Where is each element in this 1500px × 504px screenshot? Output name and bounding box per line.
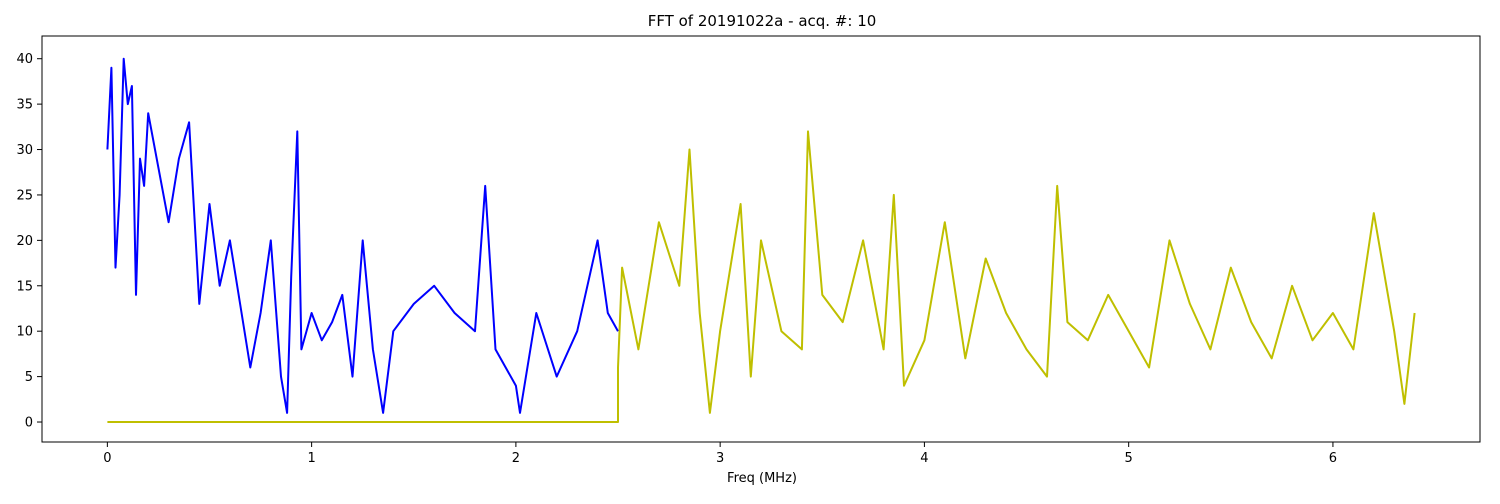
y-tick-label: 10 [16, 325, 33, 340]
x-tick-label: 5 [1125, 451, 1133, 466]
x-tick-label: 4 [920, 451, 928, 466]
y-tick-label: 5 [25, 370, 33, 385]
x-tick-label: 3 [716, 451, 724, 466]
x-axis-ticks: 0 1 2 3 4 5 6 [103, 442, 1337, 466]
y-tick-label: 0 [25, 416, 33, 431]
x-axis-label: Freq (MHz) [727, 471, 797, 486]
chart-title: FFT of 20191022a - acq. #: 10 [648, 12, 877, 30]
series-line-2 [107, 130, 1416, 423]
y-tick-label: 30 [16, 143, 33, 158]
x-tick-label: 0 [103, 451, 111, 466]
x-tick-label: 2 [512, 451, 520, 466]
x-tick-label: 6 [1329, 451, 1337, 466]
series-layer [106, 57, 1416, 423]
y-tick-label: 40 [16, 52, 33, 67]
y-tick-label: 20 [16, 234, 33, 249]
x-tick-label: 1 [307, 451, 315, 466]
y-tick-label: 25 [16, 188, 33, 203]
plot-frame [41, 35, 1481, 443]
series-line-1 [106, 57, 619, 414]
y-tick-label: 15 [16, 279, 33, 294]
y-tick-label: 35 [16, 98, 33, 113]
y-axis-ticks: 0 5 10 15 20 25 30 35 40 [16, 52, 42, 431]
